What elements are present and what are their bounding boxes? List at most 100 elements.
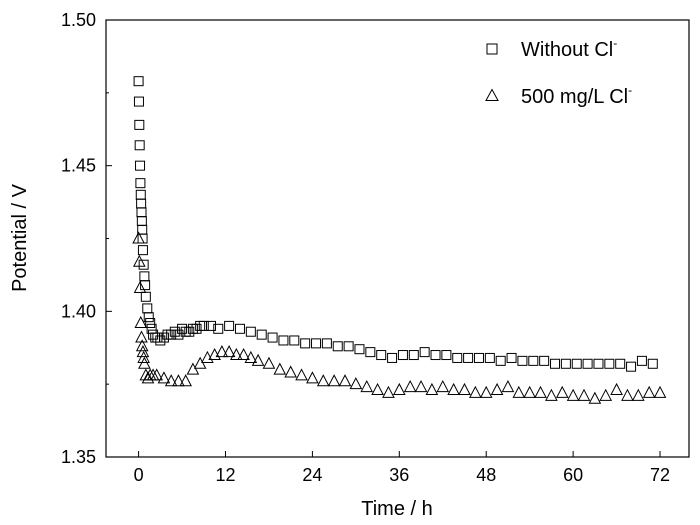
data-point-triangle — [132, 231, 145, 244]
data-point-triangle — [501, 380, 515, 393]
data-point-square — [136, 207, 147, 218]
data-point-triangle — [172, 374, 185, 387]
data-point-square — [300, 338, 311, 349]
data-point-square — [582, 358, 593, 369]
data-point-square — [177, 323, 188, 334]
x-tick-label: 24 — [302, 465, 322, 485]
data-point-triangle — [179, 374, 192, 387]
data-point-square — [593, 358, 604, 369]
data-point-square — [604, 358, 615, 369]
legend: Without Cl- 500 mg/L Cl- — [485, 36, 632, 108]
data-point-square — [506, 352, 517, 363]
legend-label-500-mg-l-chloride: 500 mg/L Cl- — [521, 83, 632, 108]
data-point-triangle — [371, 382, 384, 395]
data-point-triangle — [137, 350, 150, 363]
data-point-square — [278, 335, 289, 346]
data-point-triangle — [262, 356, 276, 369]
data-point-square — [463, 352, 474, 363]
data-point-triangle — [545, 388, 558, 401]
data-point-square — [311, 338, 322, 349]
data-point-square — [155, 335, 166, 346]
data-point-triangle — [588, 391, 602, 404]
data-point-triangle — [414, 380, 428, 393]
data-point-square — [133, 96, 144, 107]
data-point-square — [135, 178, 146, 189]
data-point-square — [145, 317, 156, 328]
data-point-square — [397, 350, 408, 361]
data-point-square — [173, 329, 184, 340]
data-point-square — [408, 350, 419, 361]
data-point-triangle — [490, 382, 504, 395]
data-point-square — [142, 303, 153, 314]
data-point-triangle — [150, 368, 164, 381]
data-point-square — [289, 335, 300, 346]
data-point-square — [213, 323, 224, 334]
y-axis: 1.35 1.40 1.45 1.50 — [61, 10, 112, 467]
data-point-square — [332, 341, 343, 352]
y-tick-label: 1.45 — [61, 156, 96, 176]
data-point-triangle — [425, 382, 439, 395]
data-point-square — [245, 326, 256, 337]
data-point-triangle — [392, 382, 406, 395]
data-point-triangle — [610, 382, 623, 395]
series-without-chloride — [133, 76, 658, 372]
data-point-square — [134, 140, 145, 151]
data-point-square — [473, 352, 484, 363]
data-point-triangle — [132, 254, 146, 267]
data-point-square — [495, 355, 506, 366]
legend-label-without-chloride: Without Cl- — [521, 36, 617, 61]
data-point-square — [256, 329, 267, 340]
data-point-square — [571, 358, 582, 369]
data-point-triangle — [642, 385, 656, 398]
data-point-square — [136, 198, 147, 209]
data-point-triangle — [222, 345, 236, 358]
data-point-square — [484, 352, 495, 363]
data-point-square — [133, 76, 144, 87]
data-point-square — [441, 350, 452, 361]
data-point-triangle — [577, 388, 591, 401]
x-tick-label: 72 — [650, 465, 670, 485]
data-point-triangle — [133, 280, 147, 294]
series-500-mg-l-chloride — [132, 231, 667, 404]
data-point-triangle — [237, 347, 250, 361]
x-tick-label: 36 — [389, 465, 409, 485]
data-point-square — [376, 350, 387, 361]
data-point-square — [198, 320, 209, 331]
data-point-square — [452, 352, 463, 363]
data-point-square — [137, 245, 148, 256]
x-tick-label: 12 — [215, 465, 235, 485]
data-point-square — [615, 358, 626, 369]
data-point-triangle — [193, 356, 207, 369]
data-point-triangle — [273, 362, 287, 375]
data-point-square — [343, 341, 354, 352]
data-point-triangle — [534, 385, 547, 398]
x-axis-title: Time / h — [361, 498, 433, 520]
data-point-square — [365, 347, 376, 358]
data-point-square — [138, 259, 149, 270]
data-point-triangle — [631, 388, 645, 401]
data-point-triangle — [251, 353, 265, 366]
data-point-square — [135, 160, 146, 171]
data-point-square — [354, 344, 365, 355]
data-point-triangle — [164, 374, 178, 387]
data-point-triangle — [621, 388, 634, 401]
data-point-triangle — [135, 330, 148, 343]
data-point-square — [626, 361, 637, 372]
data-point-triangle — [338, 374, 352, 387]
data-point-square — [636, 355, 647, 366]
data-point-triangle — [447, 382, 460, 395]
data-point-square — [517, 355, 528, 366]
data-point-square — [135, 189, 146, 200]
data-point-square — [136, 216, 147, 227]
data-point-square — [321, 338, 332, 349]
legend-marker-triangle — [485, 88, 499, 101]
data-point-square — [528, 355, 539, 366]
data-point-triangle — [134, 315, 148, 328]
data-point-square — [137, 233, 148, 244]
data-point-triangle — [135, 339, 149, 352]
data-point-square — [267, 332, 278, 343]
data-point-triangle — [306, 371, 319, 384]
data-point-triangle — [469, 385, 482, 398]
data-point-triangle — [215, 345, 229, 358]
